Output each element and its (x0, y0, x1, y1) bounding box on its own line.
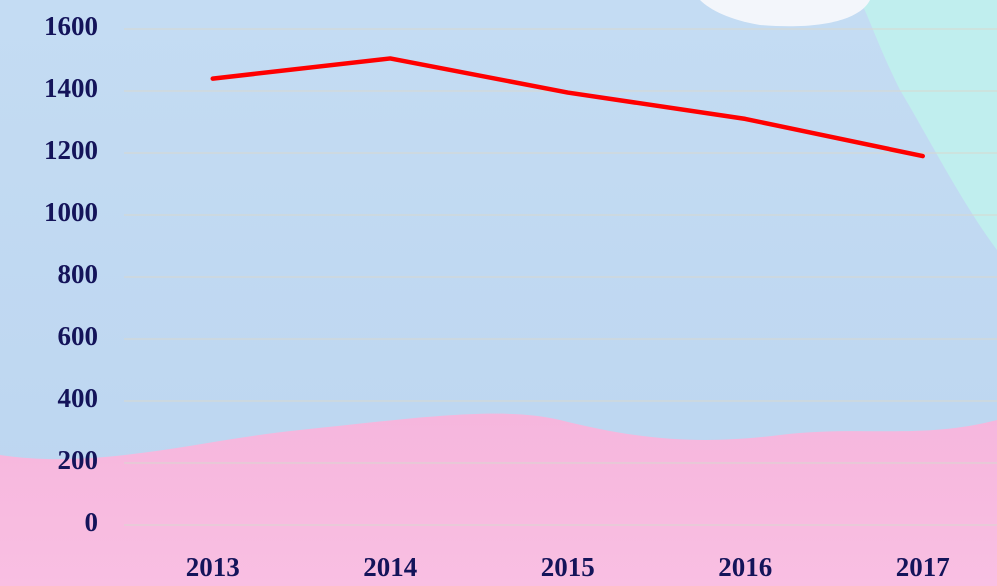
chart: 0 200 400 600 800 1000 1200 1400 1600 2013 2014 201… (0, 0, 997, 586)
x-tick-label: 2015 (541, 552, 595, 582)
x-tick-label: 2017 (896, 552, 950, 582)
y-tick-label: 400 (58, 383, 99, 413)
x-tick-label: 2014 (363, 552, 417, 582)
y-tick-label: 200 (58, 445, 99, 475)
page: {"chart_data": {"type": "line", "categor… (0, 0, 997, 586)
y-tick-label: 0 (85, 507, 99, 537)
y-tick-label: 800 (58, 259, 99, 289)
y-tick-label: 1400 (44, 73, 98, 103)
y-tick-label: 1600 (44, 11, 98, 41)
y-tick-label: 600 (58, 321, 99, 351)
x-tick-label: 2013 (186, 552, 240, 582)
x-tick-label: 2016 (718, 552, 772, 582)
y-tick-label: 1200 (44, 135, 98, 165)
y-tick-label: 1000 (44, 197, 98, 227)
